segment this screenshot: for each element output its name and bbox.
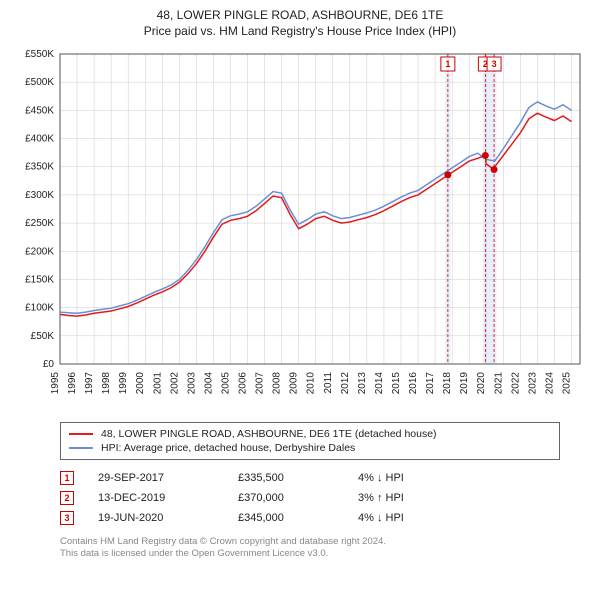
svg-text:£150K: £150K — [25, 274, 54, 285]
legend-item: HPI: Average price, detached house, Derb… — [69, 441, 551, 455]
legend-swatch — [69, 447, 93, 449]
svg-text:2002: 2002 — [169, 372, 180, 395]
legend: 48, LOWER PINGLE ROAD, ASHBOURNE, DE6 1T… — [60, 422, 560, 460]
svg-text:£350K: £350K — [25, 162, 54, 173]
svg-text:2025: 2025 — [561, 372, 572, 395]
svg-text:2020: 2020 — [476, 372, 487, 395]
event-marker-box: 2 — [60, 491, 74, 505]
event-price: £345,000 — [238, 512, 358, 524]
svg-text:2018: 2018 — [442, 372, 453, 395]
svg-text:2003: 2003 — [186, 372, 197, 395]
svg-text:£400K: £400K — [25, 134, 54, 145]
svg-text:2009: 2009 — [289, 372, 300, 395]
svg-text:£100K: £100K — [25, 303, 54, 314]
legend-label: 48, LOWER PINGLE ROAD, ASHBOURNE, DE6 1T… — [101, 428, 437, 440]
event-price: £335,500 — [238, 472, 358, 484]
event-marker-box: 3 — [60, 511, 74, 525]
svg-text:2006: 2006 — [238, 372, 249, 395]
svg-text:1998: 1998 — [101, 372, 112, 395]
chart-title: 48, LOWER PINGLE ROAD, ASHBOURNE, DE6 1T… — [10, 8, 590, 22]
event-price: £370,000 — [238, 492, 358, 504]
svg-text:£0: £0 — [43, 359, 55, 370]
svg-text:2019: 2019 — [459, 372, 470, 395]
svg-text:3: 3 — [492, 59, 497, 69]
svg-text:£200K: £200K — [25, 246, 54, 257]
svg-text:2013: 2013 — [357, 372, 368, 395]
svg-text:£500K: £500K — [25, 77, 54, 88]
svg-text:1999: 1999 — [118, 372, 129, 395]
svg-text:2015: 2015 — [391, 372, 402, 395]
svg-text:2012: 2012 — [340, 372, 351, 395]
svg-text:2017: 2017 — [425, 372, 436, 395]
svg-text:1996: 1996 — [67, 372, 78, 395]
chart-plot: £0 £50K £100K £150K £200K £250K £300K £350K £400… — [10, 44, 590, 414]
svg-text:2000: 2000 — [135, 372, 146, 395]
svg-text:1997: 1997 — [84, 372, 95, 395]
event-delta: 3% ↑ HPI — [358, 492, 478, 504]
svg-text:£550K: £550K — [25, 49, 54, 60]
chart-svg: £0 £50K £100K £150K £200K £250K £300K £350K £400… — [10, 44, 590, 414]
svg-text:2004: 2004 — [203, 372, 214, 395]
legend-item: 48, LOWER PINGLE ROAD, ASHBOURNE, DE6 1T… — [69, 427, 551, 441]
svg-text:2010: 2010 — [306, 372, 317, 395]
svg-text:2007: 2007 — [255, 372, 266, 395]
svg-text:2023: 2023 — [527, 372, 538, 395]
event-row: 2 13-DEC-2019£370,0003% ↑ HPI — [60, 488, 560, 508]
footer-line: This data is licensed under the Open Gov… — [60, 548, 590, 560]
events-table: 129-SEP-2017£335,5004% ↓ HPI213-DEC-2019… — [60, 468, 560, 528]
svg-text:2022: 2022 — [510, 372, 521, 395]
svg-text:2014: 2014 — [374, 372, 385, 395]
svg-text:£250K: £250K — [25, 218, 54, 229]
svg-text:£300K: £300K — [25, 190, 54, 201]
event-date: 29-SEP-2017 — [98, 472, 238, 484]
event-delta: 4% ↓ HPI — [358, 512, 478, 524]
event-row: 1 29-SEP-2017£335,5004% ↓ HPI — [60, 468, 560, 488]
svg-text:£50K: £50K — [31, 331, 55, 342]
chart-container: 48, LOWER PINGLE ROAD, ASHBOURNE, DE6 1T… — [0, 0, 600, 569]
svg-text:2008: 2008 — [272, 372, 283, 395]
event-marker-box: 1 — [60, 471, 74, 485]
svg-text:2021: 2021 — [493, 372, 504, 395]
event-date: 19-JUN-2020 — [98, 512, 238, 524]
footer: Contains HM Land Registry data © Crown c… — [60, 536, 590, 561]
svg-text:1995: 1995 — [50, 372, 61, 395]
event-delta: 4% ↓ HPI — [358, 472, 478, 484]
svg-text:2016: 2016 — [408, 372, 419, 395]
event-row: 3 19-JUN-2020£345,0004% ↓ HPI — [60, 508, 560, 528]
footer-line: Contains HM Land Registry data © Crown c… — [60, 536, 590, 548]
chart-subtitle: Price paid vs. HM Land Registry's House … — [10, 24, 590, 38]
svg-text:2024: 2024 — [544, 372, 555, 395]
svg-text:2011: 2011 — [323, 372, 334, 394]
legend-swatch — [69, 433, 93, 435]
svg-text:2005: 2005 — [220, 372, 231, 395]
event-date: 13-DEC-2019 — [98, 492, 238, 504]
legend-label: HPI: Average price, detached house, Derb… — [101, 442, 355, 454]
svg-text:1: 1 — [445, 59, 450, 69]
svg-text:2001: 2001 — [152, 372, 163, 395]
svg-text:£450K: £450K — [25, 105, 54, 116]
